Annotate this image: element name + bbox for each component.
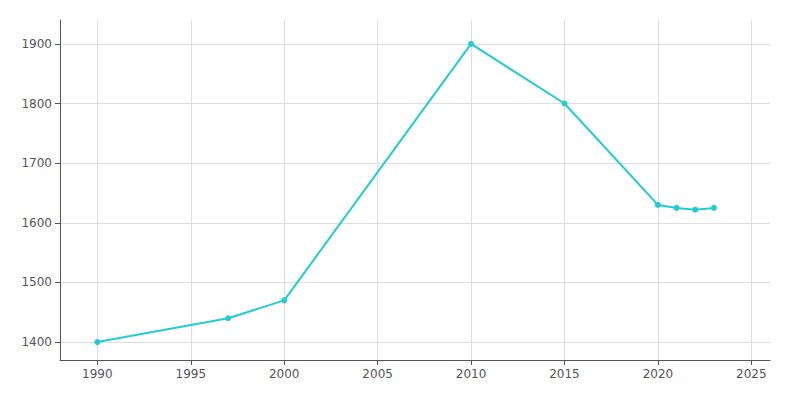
svg-text:2005: 2005 [362, 367, 393, 381]
svg-text:1800: 1800 [21, 97, 52, 111]
svg-text:1990: 1990 [82, 367, 113, 381]
svg-text:1600: 1600 [21, 216, 52, 230]
svg-text:1900: 1900 [21, 37, 52, 51]
svg-text:2020: 2020 [643, 367, 674, 381]
svg-text:1500: 1500 [21, 275, 52, 289]
svg-text:2015: 2015 [549, 367, 580, 381]
svg-text:1700: 1700 [21, 156, 52, 170]
svg-text:1995: 1995 [176, 367, 207, 381]
svg-text:2000: 2000 [269, 367, 300, 381]
svg-text:1400: 1400 [21, 335, 52, 349]
svg-text:2025: 2025 [736, 367, 767, 381]
svg-text:2010: 2010 [456, 367, 487, 381]
